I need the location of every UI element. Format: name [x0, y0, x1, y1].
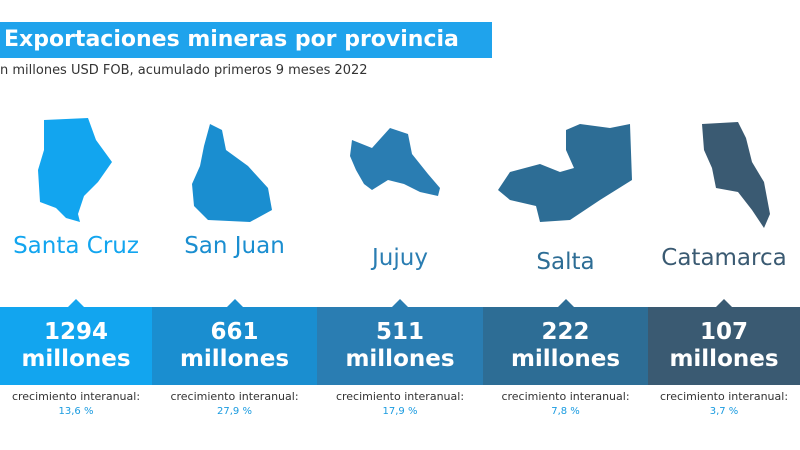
value: 511 — [375, 319, 424, 345]
growth-label: crecimiento interanual: — [501, 390, 630, 403]
province-name: Santa Cruz — [13, 233, 139, 259]
unit: millones — [669, 346, 779, 372]
province-name: Catamarca — [661, 245, 787, 271]
value: 1294 — [43, 319, 108, 345]
shape-jujuy — [350, 128, 440, 196]
growth-value: 7,8 % — [551, 406, 580, 417]
growth-label: crecimiento interanual: — [659, 390, 789, 403]
value-box — [152, 307, 317, 385]
shape-catamarca — [702, 122, 770, 228]
value-box — [648, 307, 800, 385]
subtitle: n millones USD FOB, acumulado primeros 9… — [0, 63, 368, 78]
title: Exportaciones mineras por provincia — [0, 22, 492, 58]
pointer — [716, 299, 732, 307]
unit: millones — [21, 346, 131, 372]
province-shapes — [38, 118, 770, 228]
province-name: Salta — [536, 249, 595, 275]
value-box — [0, 307, 152, 385]
shape-salta — [498, 124, 632, 222]
growth-value: 3,7 % — [709, 406, 739, 417]
growth-value: 17,9 % — [382, 406, 418, 417]
value-box — [483, 307, 648, 385]
growth-label: crecimiento interanual: — [11, 390, 141, 403]
value-box — [317, 307, 483, 385]
unit: millones — [345, 346, 455, 372]
province-name: San Juan — [184, 233, 285, 259]
value: 222 — [541, 319, 590, 345]
value: 107 — [699, 319, 748, 345]
value: 661 — [210, 319, 259, 345]
unit: millones — [510, 346, 621, 372]
pointer — [557, 299, 574, 307]
shape-santa-cruz — [38, 118, 112, 222]
shape-san-juan — [192, 124, 272, 222]
unit: millones — [179, 346, 290, 372]
province-name: Jujuy — [372, 245, 428, 271]
growth-label: crecimiento interanual: — [170, 390, 299, 403]
growth-label: crecimiento interanual: — [335, 390, 465, 403]
pointer — [68, 299, 84, 307]
growth-value: 13,6 % — [58, 406, 94, 417]
growth-value: 27,9 % — [217, 406, 252, 417]
pointer — [226, 299, 243, 307]
pointer — [392, 299, 408, 307]
